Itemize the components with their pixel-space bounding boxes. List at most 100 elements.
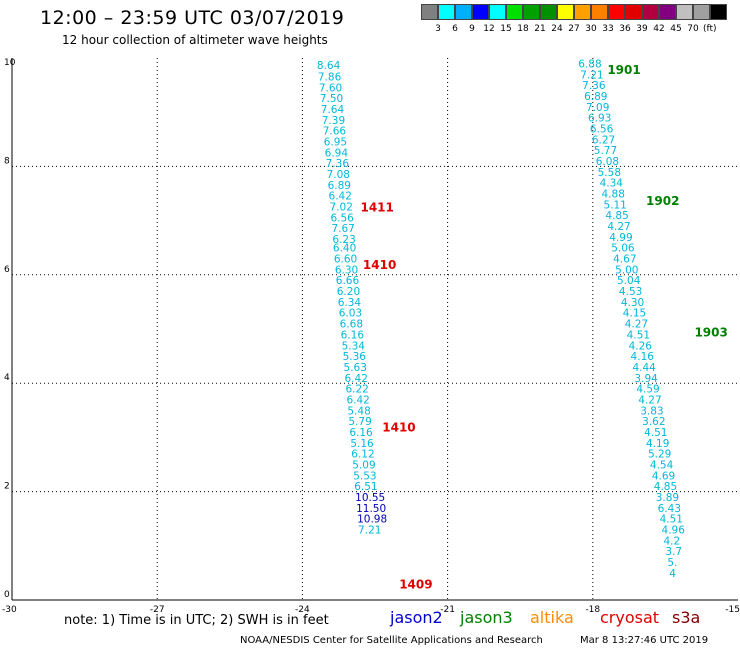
wave-height-point: 7.21 — [358, 525, 381, 537]
wave-height-point: 6.89 — [328, 180, 351, 192]
wave-height-point: 5.79 — [348, 416, 371, 428]
wave-height-point: 7.67 — [331, 223, 354, 235]
wave-height-point: 4.51 — [660, 514, 683, 526]
wave-height-point: 6.03 — [339, 308, 362, 320]
wave-height-point: 5.09 — [352, 460, 375, 472]
legend-swatch — [659, 4, 676, 20]
wave-height-point: 5.53 — [353, 470, 376, 482]
wave-height-point: 4.88 — [602, 189, 625, 201]
wave-height-point: 10.55 — [355, 492, 385, 504]
wave-height-point: 6.22 — [345, 384, 368, 396]
wave-height-point: 4.53 — [619, 286, 642, 298]
legend-swatch — [489, 4, 506, 20]
chart-subtitle: 12 hour collection of altimeter wave hei… — [62, 33, 328, 47]
legend-swatch — [642, 4, 659, 20]
y-tick-label: 10 — [4, 58, 16, 68]
x-tick-label: -27 — [150, 605, 165, 615]
legend-swatch — [540, 4, 557, 20]
satellite-label-s3a: s3a — [672, 608, 701, 627]
wave-height-point: 5.06 — [611, 243, 635, 255]
wave-height-point: 4.59 — [636, 384, 659, 396]
chart-title: 12:00 – 23:59 UTC 03/07/2019 — [40, 7, 345, 29]
wave-height-point: 5.63 — [344, 362, 367, 374]
wave-height-point: 7.50 — [320, 93, 343, 105]
legend-swatch — [625, 4, 642, 20]
footnote: note: 1) Time is in UTC; 2) SWH is in fe… — [64, 613, 329, 628]
wave-height-point: 6.94 — [325, 147, 349, 159]
satellite-label-jason3: jason3 — [460, 608, 513, 627]
wave-height-point: 4.2 — [663, 535, 680, 547]
legend-label: 45 — [670, 24, 682, 34]
wave-height-point: 6.93 — [588, 113, 611, 125]
x-tick-label: -15 — [725, 605, 740, 615]
pass-time-label: 1410 — [363, 258, 396, 272]
wave-height-point: 6.42 — [329, 191, 352, 203]
wave-height-point: 3.62 — [642, 416, 665, 428]
legend-swatch — [523, 4, 540, 20]
wave-height-point: 6.56 — [330, 212, 354, 224]
wave-height-point: 6.16 — [341, 329, 365, 341]
legend-label: 70 — [687, 24, 699, 34]
wave-height-point: 4.16 — [631, 351, 655, 363]
wave-height-point: 5.04 — [617, 275, 641, 287]
wave-height-point: 6.51 — [354, 481, 377, 493]
legend-label: 21 — [534, 24, 546, 34]
legend-swatch — [676, 4, 693, 20]
wave-height-point: 7.60 — [319, 82, 342, 94]
y-tick-label: 6 — [4, 265, 10, 275]
wave-height-point: 5.29 — [648, 449, 671, 461]
wave-height-point: 5.36 — [343, 351, 367, 363]
legend-label: 6 — [452, 24, 458, 34]
wave-height-point: 3.83 — [640, 405, 663, 417]
legend-swatch — [472, 4, 489, 20]
wave-height-point: 5.00 — [615, 264, 638, 276]
wave-height-point: 4.69 — [652, 470, 675, 482]
wave-height-point: 7.64 — [321, 104, 345, 116]
wave-height-point: 4.67 — [613, 254, 636, 266]
wave-height-point: 4.15 — [623, 308, 646, 320]
legend-label: 15 — [500, 24, 512, 34]
wave-height-point: 4.27 — [625, 319, 648, 331]
wave-height-point: 7.09 — [586, 102, 609, 114]
wave-height-point: 8.64 — [317, 60, 341, 72]
wave-height-point: 4.99 — [609, 232, 632, 244]
wave-height-point: 6.42 — [346, 394, 369, 406]
wave-height-point: 6.88 — [578, 58, 601, 70]
wave-height-point: 3.89 — [656, 492, 679, 504]
satellite-label-altika: altika — [530, 608, 574, 627]
wave-height-point: 6.12 — [351, 449, 374, 461]
legend-swatch — [506, 4, 523, 20]
wave-height-point: 6.60 — [334, 254, 357, 266]
pass-time-label: 1410 — [382, 421, 415, 435]
legend-label: 30 — [585, 24, 597, 34]
wave-height-point: 6.27 — [592, 134, 615, 146]
wave-height-point: 5.11 — [603, 199, 626, 211]
wave-height-point: 4.27 — [638, 394, 661, 406]
wave-height-point: 6.95 — [324, 136, 347, 148]
legend-label: 39 — [636, 24, 648, 34]
pass-time-label: 1901 — [607, 63, 640, 77]
wave-height-point: 4.19 — [646, 438, 669, 450]
legend-label: 27 — [568, 24, 580, 34]
wave-height-point: 6.89 — [584, 91, 607, 103]
wave-height-point: 4.85 — [605, 210, 628, 222]
legend-swatch — [574, 4, 591, 20]
wave-height-point: 4.51 — [644, 427, 667, 439]
y-tick-label: 4 — [4, 373, 10, 383]
wave-height-point: 7.86 — [318, 71, 342, 83]
legend-swatch — [438, 4, 455, 20]
y-tick-label: 0 — [4, 590, 10, 600]
wave-height-point: 4.96 — [662, 525, 686, 537]
legend-label: 9 — [469, 24, 475, 34]
legend-unit: (ft) — [703, 24, 717, 34]
wave-height-point: 6.68 — [340, 319, 363, 331]
wave-height-point: 6.56 — [590, 123, 614, 135]
wave-height-point: 5.16 — [350, 438, 374, 450]
wave-height-point: 5.48 — [347, 405, 370, 417]
legend-swatch — [710, 4, 727, 20]
legend-swatch — [591, 4, 608, 20]
credit-line: NOAA/NESDIS Center for Satellite Applica… — [240, 635, 543, 646]
legend-swatch — [608, 4, 625, 20]
wave-height-point: 6.40 — [333, 243, 356, 255]
